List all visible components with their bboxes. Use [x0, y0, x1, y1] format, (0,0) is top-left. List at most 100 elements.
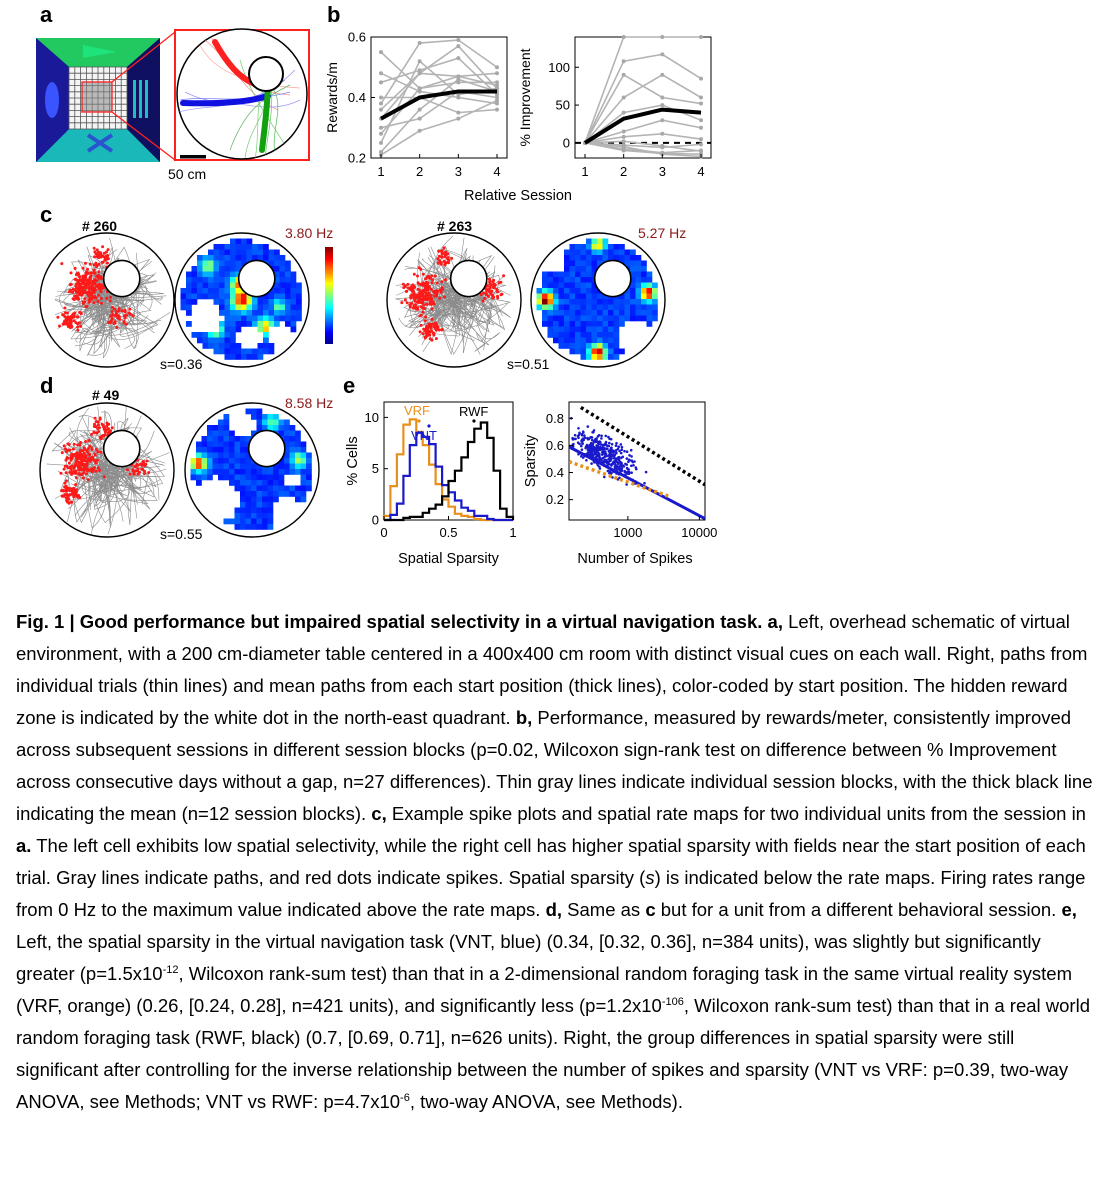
sparsity-label: s=0.51 [507, 356, 550, 372]
spike-dot [413, 299, 417, 303]
individual-point [456, 77, 461, 82]
spike-dot [60, 494, 64, 498]
reward-zone [102, 259, 141, 298]
spike-dot [69, 500, 73, 504]
spike-dot [409, 302, 413, 306]
individual-point [699, 101, 703, 106]
spike-dot [76, 325, 80, 329]
spike-dot [420, 283, 423, 287]
spike-dot [106, 254, 110, 257]
spike-dot [100, 301, 103, 305]
panel-label-a: a [40, 2, 53, 27]
spike-dot [77, 279, 80, 283]
spike-dot [85, 450, 89, 454]
spike-dot [497, 281, 501, 285]
scatter-point [594, 456, 598, 459]
spike-dot [410, 288, 414, 292]
spike-dot [441, 288, 444, 291]
individual-point [379, 80, 383, 85]
legend-rwf: RWF [459, 404, 488, 419]
y-tick-label: 0.8 [546, 411, 564, 426]
y-tick-label: 0.6 [348, 30, 366, 45]
x-tick-label: 1 [509, 525, 516, 540]
spike-dot [106, 427, 110, 431]
sparsity-label: s=0.36 [160, 356, 203, 372]
individual-series-line [380, 45, 498, 111]
spike-dot [84, 305, 88, 309]
individual-point [699, 118, 703, 123]
y-tick-label: 50 [556, 98, 570, 113]
reward-zone [593, 259, 632, 298]
scatter-point [607, 462, 611, 466]
spike-dot [81, 266, 85, 270]
individual-point [379, 95, 383, 100]
individual-point [660, 35, 665, 39]
spike-dot [79, 452, 83, 456]
spike-dot [425, 275, 429, 279]
spike-dot [434, 328, 438, 332]
spike-dot [61, 322, 65, 326]
spike-dot [406, 282, 410, 286]
y-axis-label: Rewards/m [324, 62, 340, 133]
spike-dot [419, 323, 423, 327]
spike-dot [428, 325, 432, 329]
spike-dot [92, 430, 96, 434]
spike-dot [67, 443, 71, 446]
spike-dot [79, 441, 83, 444]
x-tick-label: 4 [697, 164, 704, 179]
rate-map [530, 232, 666, 368]
individual-point [699, 137, 703, 142]
individual-point [379, 131, 383, 136]
spike-dot [94, 461, 98, 465]
spike-dot [133, 469, 137, 473]
spike-dot [430, 302, 434, 306]
spike-dot [433, 274, 437, 278]
individual-point [417, 89, 422, 94]
spike-dot [82, 470, 86, 474]
scatter-point [565, 439, 568, 442]
unit-263: # 263 5.27 Hz s=0.51 [386, 218, 686, 372]
spike-dot [112, 322, 116, 325]
spike-dot [491, 293, 495, 297]
spike-dot [114, 310, 118, 314]
spike-dot [425, 331, 429, 335]
spike-dot [431, 278, 435, 282]
individual-point [379, 107, 383, 112]
spike-dot [440, 280, 444, 284]
spike-dot [110, 305, 114, 309]
spike-dot [105, 261, 109, 265]
spike-dot [420, 291, 424, 295]
individual-point [417, 107, 422, 112]
scatter-point [619, 443, 623, 446]
rate-map [174, 232, 310, 368]
individual-point [379, 125, 383, 130]
spike-dot [72, 495, 76, 499]
spike-dot [102, 475, 106, 479]
scatter-point [590, 438, 594, 442]
individual-point [495, 98, 499, 103]
spike-dot [103, 258, 107, 262]
spike-dot [94, 261, 98, 265]
spike-dot [86, 447, 90, 450]
spike-dot [496, 294, 499, 298]
spike-dot [64, 458, 68, 462]
spike-dot [488, 279, 492, 283]
spike-dot [412, 286, 416, 290]
individual-point [495, 80, 499, 85]
scatter-point [633, 460, 636, 463]
spike-dot [93, 255, 97, 259]
spike-dot [485, 288, 489, 292]
x-tick-label: 3 [455, 164, 462, 179]
individual-point [456, 110, 461, 115]
caption-title: Fig. 1 | Good performance but impaired s… [16, 611, 783, 632]
spike-dot [403, 284, 407, 288]
x-tick-label: 1000 [613, 525, 642, 540]
spike-dot [68, 283, 72, 287]
spike-dot [434, 337, 438, 341]
scatter-point [604, 434, 608, 438]
spike-dot [416, 293, 420, 297]
scatter-point [577, 436, 580, 440]
reward-zone [247, 429, 286, 468]
spike-dot [106, 248, 110, 252]
individual-series-line [584, 142, 702, 156]
